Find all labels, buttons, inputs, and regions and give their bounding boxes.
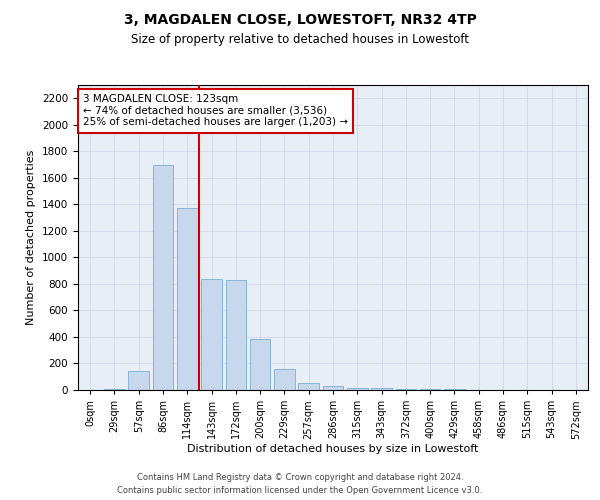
Bar bbox=[201, 278, 222, 390]
Bar bbox=[395, 389, 416, 390]
Bar bbox=[177, 208, 197, 390]
Bar bbox=[347, 388, 368, 390]
Text: 3, MAGDALEN CLOSE, LOWESTOFT, NR32 4TP: 3, MAGDALEN CLOSE, LOWESTOFT, NR32 4TP bbox=[124, 12, 476, 26]
Text: Contains HM Land Registry data © Crown copyright and database right 2024.
Contai: Contains HM Land Registry data © Crown c… bbox=[118, 474, 482, 495]
Bar bbox=[250, 339, 271, 390]
Text: 3 MAGDALEN CLOSE: 123sqm
← 74% of detached houses are smaller (3,536)
25% of sem: 3 MAGDALEN CLOSE: 123sqm ← 74% of detach… bbox=[83, 94, 348, 128]
Bar bbox=[298, 382, 319, 390]
Bar bbox=[152, 164, 173, 390]
Bar bbox=[371, 388, 392, 390]
Bar bbox=[274, 369, 295, 390]
Bar bbox=[323, 386, 343, 390]
Bar bbox=[226, 280, 246, 390]
X-axis label: Distribution of detached houses by size in Lowestoft: Distribution of detached houses by size … bbox=[187, 444, 479, 454]
Bar bbox=[128, 371, 149, 390]
Y-axis label: Number of detached properties: Number of detached properties bbox=[26, 150, 37, 325]
Text: Size of property relative to detached houses in Lowestoft: Size of property relative to detached ho… bbox=[131, 32, 469, 46]
